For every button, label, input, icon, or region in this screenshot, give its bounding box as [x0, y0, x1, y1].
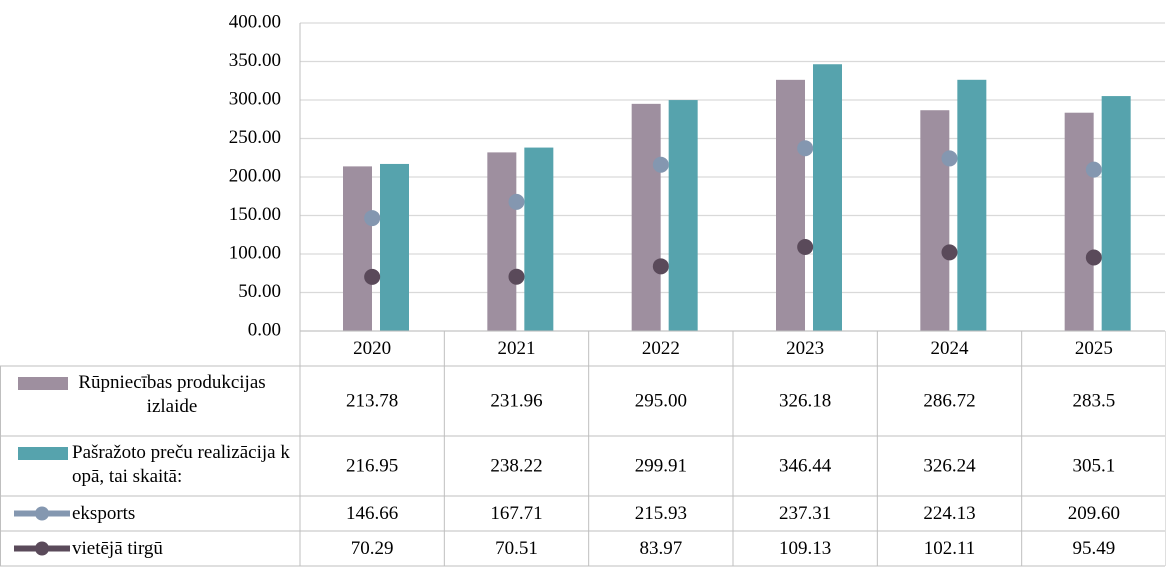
- marker: [941, 150, 958, 167]
- value-label: 215.93: [635, 503, 687, 524]
- value-label: 83.97: [639, 538, 682, 559]
- value-label: 295.00: [635, 390, 687, 411]
- legend-label: Rūpniecības produkcijas izlaide: [78, 372, 266, 417]
- y-tick-label: 100.00: [229, 242, 281, 263]
- y-tick-label: 300.00: [229, 88, 281, 109]
- marker: [364, 210, 381, 227]
- value-label: 146.66: [346, 503, 398, 524]
- value-label: 216.95: [346, 455, 398, 476]
- legend-marker: [35, 506, 49, 521]
- x-tick-label: 2020: [353, 338, 391, 359]
- value-label: 237.31: [779, 503, 831, 524]
- x-tick-label: 2021: [498, 338, 536, 359]
- value-label: 224.13: [923, 503, 975, 524]
- marker: [1085, 249, 1102, 266]
- legend-label: Pašražoto preču realizācija kopā, tai sk…: [72, 442, 290, 487]
- value-label: 213.78: [346, 390, 398, 411]
- bar: [920, 110, 950, 331]
- marker: [1085, 161, 1102, 178]
- y-tick-label: 0.00: [248, 319, 281, 340]
- legend-marker: [35, 541, 49, 556]
- bar: [957, 79, 987, 331]
- value-label: 102.11: [924, 538, 976, 559]
- value-label: 326.24: [923, 455, 976, 476]
- bar: [668, 100, 698, 331]
- value-label: 299.91: [635, 455, 687, 476]
- legend-swatch: [18, 377, 68, 390]
- value-label: 70.51: [495, 538, 538, 559]
- legend-label: vietējā tirgū: [72, 538, 163, 559]
- value-label: 109.13: [779, 538, 831, 559]
- marker: [797, 238, 814, 255]
- x-tick-label: 2025: [1075, 338, 1113, 359]
- value-label: 326.18: [779, 390, 831, 411]
- y-tick-label: 50.00: [238, 281, 281, 302]
- bar: [380, 163, 409, 331]
- marker: [652, 258, 669, 275]
- legend-swatch: [18, 447, 68, 460]
- marker: [797, 140, 814, 157]
- bar: [776, 79, 805, 331]
- y-tick-label: 250.00: [229, 127, 281, 148]
- bar: [1101, 96, 1131, 331]
- marker: [652, 156, 669, 173]
- bar: [343, 166, 372, 331]
- bar: [1064, 112, 1094, 331]
- value-label: 209.60: [1068, 503, 1120, 524]
- y-tick-label: 350.00: [229, 50, 281, 71]
- value-label: 346.44: [779, 455, 832, 476]
- bar: [524, 147, 554, 331]
- marker: [364, 268, 381, 285]
- value-label: 283.5: [1072, 390, 1115, 411]
- value-label: 70.29: [351, 538, 394, 559]
- value-label: 238.22: [490, 455, 542, 476]
- x-tick-label: 2024: [931, 338, 970, 359]
- y-tick-label: 150.00: [229, 204, 281, 225]
- value-label: 231.96: [490, 390, 542, 411]
- x-tick-label: 2022: [642, 338, 680, 359]
- value-label: 305.1: [1072, 455, 1115, 476]
- value-label: 286.72: [923, 390, 975, 411]
- bar: [487, 152, 517, 331]
- x-tick-label: 2023: [786, 338, 824, 359]
- bar: [631, 103, 661, 331]
- marker: [941, 244, 958, 261]
- marker: [508, 268, 525, 285]
- value-label: 167.71: [490, 503, 542, 524]
- y-tick-label: 200.00: [229, 165, 281, 186]
- value-label: 95.49: [1072, 538, 1115, 559]
- y-tick-label: 400.00: [229, 11, 281, 32]
- legend-label: eksports: [72, 503, 135, 524]
- marker: [508, 193, 525, 210]
- bar: [813, 64, 842, 331]
